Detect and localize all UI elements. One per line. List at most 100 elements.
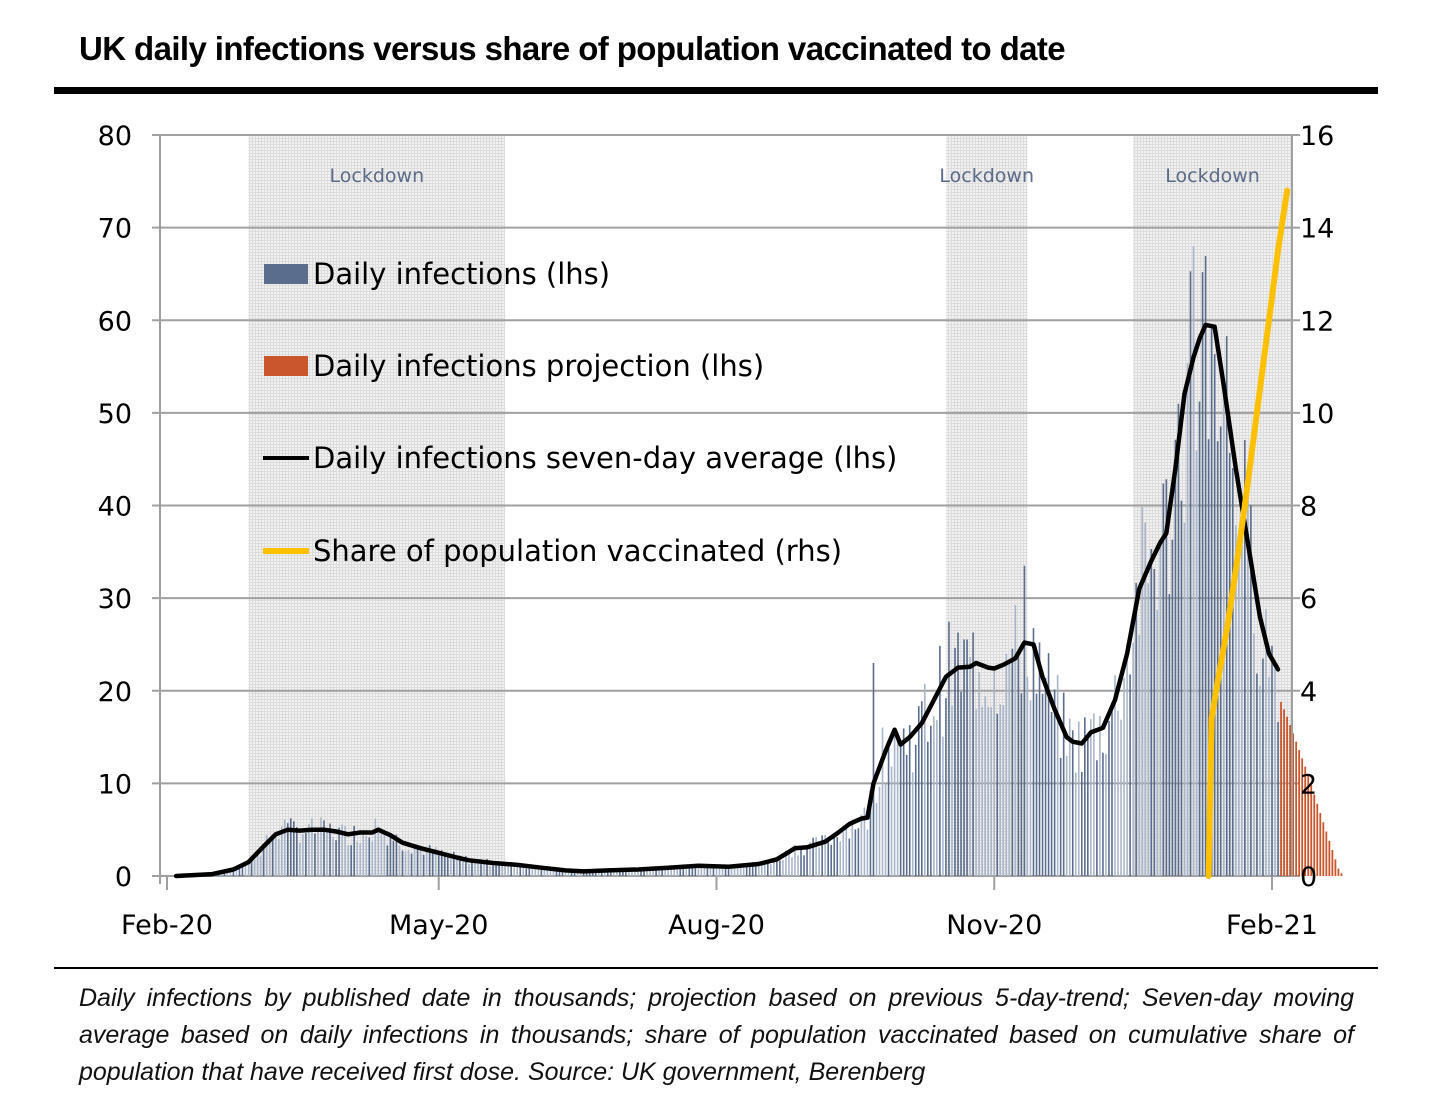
footnote-divider	[54, 967, 1378, 969]
daily-infection-bar	[1241, 525, 1243, 876]
daily-infection-bar	[875, 803, 878, 876]
title-divider	[54, 87, 1378, 94]
daily-infection-bar	[241, 866, 244, 876]
daily-infection-bar	[365, 836, 368, 876]
daily-infection-bar	[356, 841, 359, 876]
daily-infection-bar	[338, 827, 340, 876]
daily-infection-bar	[1084, 717, 1086, 876]
daily-infection-bar	[465, 856, 467, 876]
daily-infection-bar	[709, 865, 712, 876]
daily-infection-bar	[797, 855, 799, 876]
x-tick-label: Feb-21	[1226, 910, 1318, 941]
daily-infection-bar	[966, 639, 968, 876]
daily-infection-bar	[625, 870, 627, 876]
daily-infection-bar	[250, 856, 253, 876]
daily-infection-bar	[942, 736, 944, 876]
daily-infection-bar	[389, 836, 392, 876]
daily-infection-bar	[1189, 271, 1192, 876]
daily-infection-bar	[1256, 673, 1258, 876]
daily-infection-bar	[622, 869, 624, 876]
daily-infection-bar	[863, 807, 866, 876]
daily-infection-bar	[398, 845, 401, 876]
daily-infection-bar	[543, 866, 546, 876]
daily-infection-bar	[833, 834, 836, 876]
daily-infection-bar	[845, 826, 848, 876]
daily-infection-bar	[308, 824, 310, 876]
daily-infection-bar	[619, 870, 621, 876]
daily-infection-bar	[905, 754, 908, 876]
daily-infection-bar	[733, 868, 736, 876]
x-tick-label: Nov-20	[946, 910, 1042, 941]
y-right-tick-label: 12	[1300, 306, 1334, 337]
daily-infection-bar	[1080, 771, 1083, 876]
daily-infection-bar	[981, 707, 983, 876]
daily-infection-bar	[534, 867, 537, 876]
daily-infection-bar	[1029, 700, 1032, 876]
daily-infection-bar	[767, 862, 769, 876]
daily-infection-bar	[860, 814, 863, 876]
daily-infection-bar	[223, 872, 226, 876]
daily-infection-bar	[691, 864, 694, 876]
daily-infection-bar	[419, 847, 422, 876]
daily-infection-bar	[501, 863, 503, 876]
daily-infection-bar	[1065, 755, 1068, 876]
daily-infection-bar	[893, 732, 896, 876]
daily-infection-bar	[1138, 635, 1140, 876]
daily-infection-bar	[987, 706, 990, 876]
daily-infection-bar	[945, 698, 947, 876]
daily-infection-bar	[377, 826, 380, 876]
daily-infection-bar	[546, 868, 549, 876]
daily-infection-bar	[1216, 441, 1219, 876]
projection-bar	[1289, 725, 1292, 876]
daily-infection-bar	[498, 864, 500, 876]
seven-day-average-line	[173, 322, 1281, 879]
daily-infection-bar	[413, 847, 416, 876]
daily-infection-bar	[800, 848, 802, 876]
daily-infection-bar	[555, 870, 558, 876]
daily-infection-bar	[1222, 377, 1225, 876]
daily-infection-bar	[1247, 465, 1249, 876]
daily-infection-bar	[531, 864, 534, 876]
projection-bar	[1337, 868, 1340, 876]
daily-infection-bar	[462, 858, 464, 876]
daily-infection-bar	[302, 834, 304, 876]
daily-infection-bar	[896, 738, 899, 876]
axes: 0 10 20 30 40 50 60 70 80 0 2 4 6 8 10 12 14 16 Feb-20 May-…	[98, 121, 1335, 941]
daily-infection-bar	[603, 871, 606, 876]
daily-infection-bar	[757, 864, 760, 876]
daily-infection-bar	[1195, 450, 1198, 876]
projection-bar	[1331, 850, 1334, 876]
daily-infection-bar	[936, 720, 938, 876]
daily-infection-bar	[428, 844, 431, 876]
daily-infection-bar	[890, 766, 893, 876]
daily-infection-bar	[311, 818, 313, 876]
daily-infection-bar	[440, 850, 443, 876]
daily-infection-bar	[748, 865, 751, 876]
daily-infection-bar	[779, 860, 781, 876]
daily-infection-bar	[344, 826, 346, 876]
daily-infection-bar	[1002, 705, 1005, 876]
daily-infection-bar	[785, 850, 787, 876]
daily-infection-bar	[449, 856, 452, 876]
daily-infection-bar	[380, 833, 383, 876]
daily-infection-bar	[271, 838, 274, 876]
daily-infection-bar	[320, 817, 322, 876]
projection-bars	[1280, 701, 1343, 876]
daily-infection-bar	[1038, 642, 1041, 876]
daily-infection-bar	[788, 853, 790, 876]
daily-infection-bar	[803, 855, 805, 876]
daily-infection-bar	[1050, 711, 1053, 876]
daily-infection-bar	[576, 871, 579, 876]
daily-infection-bar	[951, 705, 953, 876]
y-right-tick-label: 6	[1300, 584, 1317, 615]
daily-infection-bar	[821, 835, 823, 876]
daily-infection-bar	[637, 871, 639, 876]
daily-infection-bar	[613, 869, 615, 876]
legend-swatch-box	[264, 264, 308, 284]
daily-infection-bar	[1132, 642, 1134, 876]
daily-infection-bar	[537, 867, 540, 876]
daily-infection-bar	[1099, 716, 1101, 876]
lockdown-label-3: Lockdown	[1165, 165, 1260, 187]
daily-infection-bar	[972, 632, 974, 876]
legend-label: Daily infections projection (lhs)	[313, 349, 764, 383]
